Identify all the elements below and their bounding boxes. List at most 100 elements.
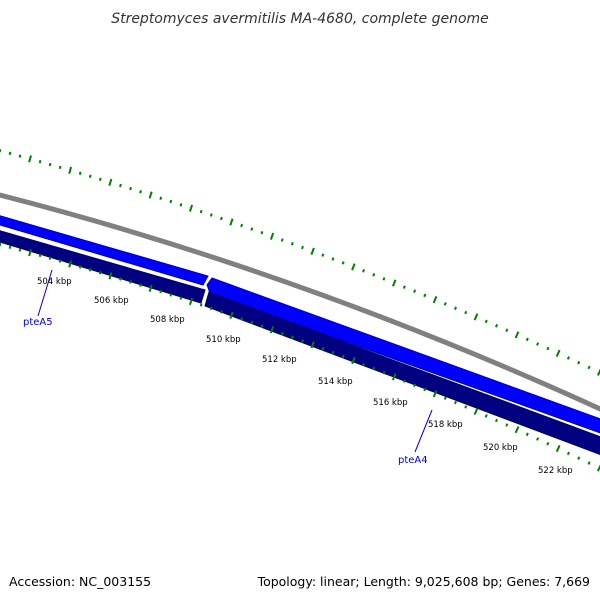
forward-gene-arrow-1[interactable] bbox=[0, 210, 209, 286]
inner-ring-tick bbox=[546, 441, 550, 446]
reverse-gene-block-2[interactable] bbox=[204, 291, 600, 462]
outer-ring-tick bbox=[28, 155, 32, 163]
inner-ring-tick bbox=[260, 324, 264, 328]
inner-ring-tick bbox=[119, 277, 122, 281]
map-title: Streptomyces avermitilis MA-4680, comple… bbox=[111, 11, 489, 27]
outer-tick-ring bbox=[0, 149, 600, 376]
tick-label-518: 518 kbp bbox=[428, 420, 463, 430]
inner-ring-tick bbox=[58, 259, 62, 263]
inner-ring-tick bbox=[290, 335, 294, 339]
outer-ring-tick bbox=[484, 319, 488, 324]
inner-ring-tick bbox=[108, 272, 113, 280]
outer-ring-tick bbox=[362, 269, 366, 273]
outer-ring-tick bbox=[139, 190, 142, 194]
inner-ring-tick bbox=[514, 426, 520, 434]
inner-ring-tick bbox=[382, 370, 386, 375]
inner-tick-ring bbox=[0, 242, 600, 472]
inner-ring-tick bbox=[453, 400, 458, 405]
outer-ring-tick bbox=[443, 302, 447, 306]
inner-ring-tick bbox=[199, 303, 203, 307]
outer-ring-tick bbox=[546, 346, 550, 351]
inner-ring-tick bbox=[464, 405, 468, 409]
accession-text: Accession: NC_003155 bbox=[9, 574, 151, 589]
inner-ring-tick bbox=[391, 373, 397, 381]
inner-ring-tick bbox=[310, 341, 315, 349]
outer-ring-tick bbox=[525, 337, 529, 342]
inner-ring-tick bbox=[48, 256, 52, 260]
outer-ring-tick bbox=[577, 360, 581, 365]
outer-ring-tick bbox=[269, 232, 275, 240]
outer-ring-tick bbox=[514, 331, 520, 339]
outer-ring-tick bbox=[341, 261, 345, 265]
inner-ring-tick bbox=[148, 284, 153, 292]
tick-label-512: 512 kbp bbox=[262, 355, 297, 365]
inner-ring-tick bbox=[484, 414, 488, 418]
inner-ring-tick bbox=[413, 383, 417, 388]
inner-ring-tick bbox=[596, 464, 600, 472]
inner-ring-tick bbox=[129, 280, 132, 284]
reverse-strand-track bbox=[0, 225, 600, 462]
inner-ring-tick bbox=[68, 260, 73, 268]
inner-ring-tick bbox=[494, 418, 499, 423]
outer-ring-tick bbox=[331, 257, 335, 261]
tick-label-504: 504 kbp bbox=[37, 277, 72, 287]
inner-ring-tick bbox=[188, 297, 194, 306]
tick-label-508: 508 kbp bbox=[150, 315, 185, 325]
gene-label-pteA5[interactable]: pteA5 bbox=[23, 317, 53, 328]
outer-ring-tick bbox=[188, 204, 194, 212]
outer-ring-tick bbox=[219, 216, 223, 221]
outer-ring-tick bbox=[280, 238, 284, 242]
inner-ring-tick bbox=[331, 350, 335, 355]
outer-ring-tick bbox=[250, 227, 254, 231]
outer-ring-tick bbox=[464, 310, 468, 315]
gene-label-pteA4[interactable]: pteA4 bbox=[398, 455, 428, 466]
outer-ring-tick bbox=[108, 178, 113, 186]
outer-ring-tick bbox=[8, 151, 12, 156]
outer-ring-tick bbox=[505, 328, 509, 333]
inner-ring-tick bbox=[38, 253, 42, 258]
inner-ring-tick bbox=[351, 356, 356, 365]
outer-ring-tick bbox=[240, 223, 244, 228]
outer-ring-tick bbox=[372, 273, 376, 277]
outer-ring-tick bbox=[290, 241, 294, 246]
outer-ring-tick bbox=[391, 279, 397, 287]
gene-leader-pteA5 bbox=[37, 269, 53, 317]
tick-label-520: 520 kbp bbox=[483, 443, 518, 453]
tick-label-510: 510 kbp bbox=[206, 335, 241, 345]
outer-ring-tick bbox=[310, 247, 315, 255]
inner-ring-tick bbox=[587, 461, 591, 465]
tick-label-506: 506 kbp bbox=[94, 296, 129, 306]
inner-ring-tick bbox=[280, 331, 284, 336]
reverse-gene-block-1[interactable] bbox=[0, 225, 206, 304]
outer-ring-tick bbox=[78, 171, 82, 175]
outer-ring-tick bbox=[68, 166, 73, 174]
forward-gene-arrow-2[interactable] bbox=[206, 277, 600, 440]
outer-ring-tick bbox=[58, 165, 62, 170]
outer-ring-tick bbox=[587, 365, 591, 370]
inner-ring-tick bbox=[423, 387, 427, 392]
inner-ring-tick bbox=[566, 451, 571, 456]
outer-ring-tick bbox=[199, 209, 203, 214]
inner-ring-tick bbox=[362, 362, 366, 367]
kbp-scale-labels: 504 kbp 506 kbp 508 kbp 510 kbp 512 kbp … bbox=[37, 277, 573, 476]
outer-ring-tick bbox=[382, 277, 386, 281]
outer-ring-tick bbox=[413, 289, 417, 293]
inner-ring-tick bbox=[98, 271, 102, 275]
outer-ring-tick bbox=[536, 342, 540, 346]
outer-ring-tick bbox=[494, 324, 499, 328]
outer-ring-tick bbox=[179, 203, 183, 207]
outer-ring-tick bbox=[48, 162, 52, 167]
outer-ring-tick bbox=[88, 174, 92, 178]
outer-ring-tick bbox=[119, 183, 122, 188]
inner-ring-tick bbox=[219, 310, 223, 314]
inner-ring-tick bbox=[159, 289, 163, 294]
inner-ring-tick bbox=[443, 396, 447, 400]
inner-ring-tick bbox=[169, 293, 173, 297]
inner-ring-tick bbox=[18, 248, 22, 252]
outer-ring-tick bbox=[229, 218, 234, 226]
outer-ring-tick bbox=[18, 154, 22, 158]
forward-strand-track bbox=[0, 210, 600, 440]
outer-ring-tick bbox=[351, 263, 356, 271]
outer-ring-tick bbox=[596, 368, 600, 376]
